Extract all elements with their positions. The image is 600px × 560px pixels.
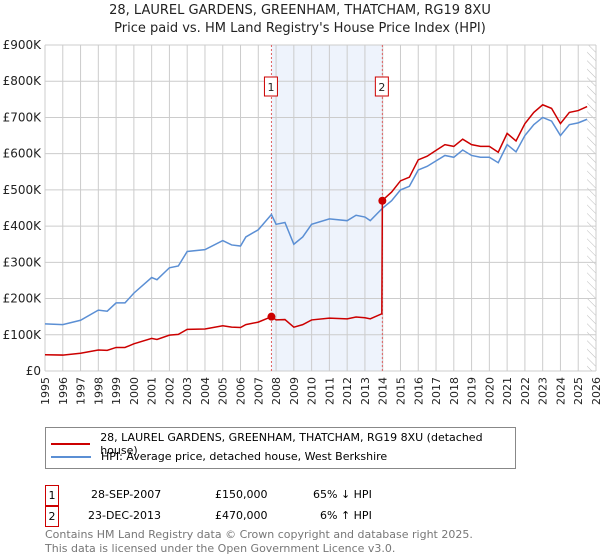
x-tick-label: 2008 <box>270 377 283 405</box>
x-tick-label: 2013 <box>359 377 372 405</box>
chart-subtitle: Price paid vs. HM Land Registry's House … <box>114 21 486 36</box>
sale-marker-label: 1 <box>45 485 59 506</box>
series-line <box>44 116 588 326</box>
shaded-period <box>271 45 383 371</box>
x-tick-label: 2020 <box>483 377 496 405</box>
x-tick-label: 2011 <box>323 377 336 405</box>
plot-area: 1995 1996 1997 1998 1999 2000 2001 2002 2003 2004… <box>3 38 600 405</box>
y-tick-label: £200K <box>3 292 43 306</box>
x-tick-label: 2018 <box>448 377 461 405</box>
sale-marker-label: 2 <box>378 81 385 94</box>
x-tick-label: 2017 <box>430 377 443 405</box>
y-tick-label: £800K <box>3 74 43 88</box>
sale-price: £150,000 <box>215 488 268 501</box>
x-tick-label: 2005 <box>217 377 230 405</box>
y-tick-label: £500K <box>3 183 43 197</box>
x-tick-label: 1997 <box>75 377 88 405</box>
x-tick-label: 2009 <box>288 377 301 405</box>
y-tick-label: £100K <box>3 328 43 342</box>
sale-hpi-diff: 65% ↓ HPI <box>313 488 372 501</box>
x-tick-label: 2023 <box>537 377 550 405</box>
sale-point <box>378 196 387 205</box>
y-tick-label: £900K <box>3 38 43 52</box>
sale-price: £470,000 <box>215 509 268 522</box>
x-tick-label: 1999 <box>110 377 123 405</box>
forecast-hatch <box>587 45 596 371</box>
x-tick-label: 1995 <box>39 377 52 405</box>
y-tick-label: £0 <box>26 364 41 378</box>
sale-date: 28-SEP-2007 <box>91 488 162 501</box>
y-tick-label: £700K <box>3 110 43 124</box>
x-tick-label: 1998 <box>92 377 105 405</box>
sale-marker-box <box>263 76 278 97</box>
legend: 28, LAUREL GARDENS, GREENHAM, THATCHAM, … <box>45 427 516 469</box>
x-tick-label: 2012 <box>341 377 354 405</box>
y-tick-label: £600K <box>3 147 43 161</box>
x-tick-label: 2022 <box>519 377 532 405</box>
sale-marker-box <box>374 76 389 97</box>
chart-title: 28, LAUREL GARDENS, GREENHAM, THATCHAM, … <box>109 3 491 18</box>
legend-swatch-red <box>51 443 91 445</box>
x-tick-label: 2001 <box>146 377 159 405</box>
x-tick-label: 2007 <box>252 377 265 405</box>
x-tick-label: 2002 <box>163 377 176 405</box>
sale-marker-label: 1 <box>267 81 274 94</box>
legend-label-property: 28, LAUREL GARDENS, GREENHAM, THATCHAM, … <box>100 431 483 457</box>
legend-swatch-blue <box>51 455 91 458</box>
x-tick-label: 2010 <box>306 377 319 405</box>
sale-hpi-diff: 6% ↑ HPI <box>320 509 372 522</box>
x-tick-label: 2026 <box>590 377 600 405</box>
y-tick-label: £400K <box>3 219 43 233</box>
x-tick-label: 2004 <box>199 377 212 405</box>
x-tick-label: 1996 <box>57 377 70 405</box>
x-tick-label: 2003 <box>181 377 194 405</box>
legend-label-hpi: HPI: Average price, detached house, West… <box>101 450 388 463</box>
x-tick-label: 2016 <box>412 377 425 405</box>
sale-date: 23-DEC-2013 <box>88 509 162 522</box>
sale-point <box>267 312 276 321</box>
footer: Contains HM Land Registry data © Crown c… <box>45 528 473 556</box>
x-tick-label: 2014 <box>377 377 390 405</box>
x-tick-label: 2025 <box>572 377 585 405</box>
x-tick-label: 2021 <box>501 377 514 405</box>
footer-line-1: Contains HM Land Registry data © Crown c… <box>45 528 473 541</box>
x-tick-label: 2006 <box>235 377 248 405</box>
x-tick-label: 2000 <box>128 377 141 405</box>
sale-marker-label: 2 <box>45 506 59 527</box>
x-tick-label: 2019 <box>466 377 479 405</box>
series-line <box>44 103 588 356</box>
x-tick-label: 2024 <box>554 377 567 405</box>
footer-line-2: This data is licensed under the Open Gov… <box>45 542 396 555</box>
x-tick-label: 2015 <box>394 377 407 405</box>
y-tick-label: £300K <box>3 255 43 269</box>
